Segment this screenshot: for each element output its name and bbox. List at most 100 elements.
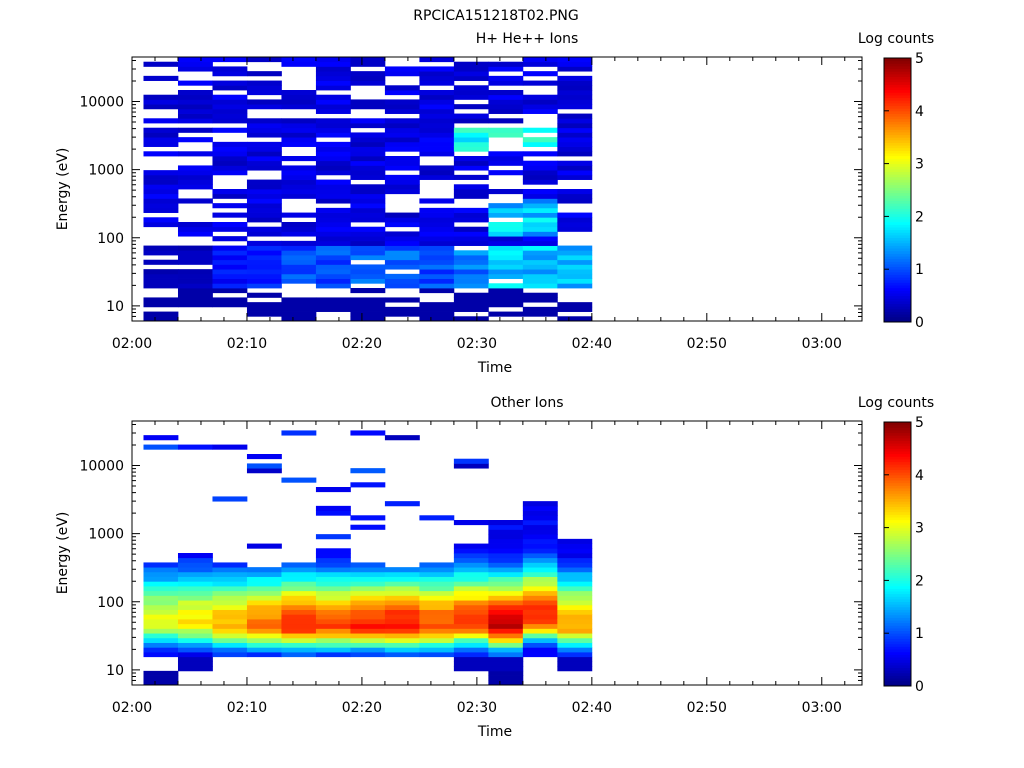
- heatmap-cell: [350, 170, 386, 176]
- colorbar-swatch: [884, 503, 911, 507]
- heatmap-cell: [212, 160, 248, 166]
- heatmap-cell: [350, 61, 386, 67]
- heatmap-cell: [350, 174, 386, 180]
- heatmap-cell: [557, 264, 593, 270]
- heatmap-cell: [143, 619, 179, 625]
- colorbar-tick-label: 4: [915, 468, 924, 484]
- heatmap-cell: [557, 595, 593, 601]
- heatmap-cell: [246, 203, 282, 209]
- heatmap-cell: [315, 156, 351, 162]
- heatmap-cell: [453, 581, 489, 587]
- heatmap-cell: [281, 477, 317, 483]
- heatmap-cell: [350, 576, 386, 582]
- heatmap-cell: [350, 316, 386, 322]
- colorbar-swatch: [884, 139, 911, 143]
- colorbar-swatch: [884, 612, 911, 616]
- heatmap-cell: [522, 548, 558, 554]
- colorbar-swatch: [884, 203, 911, 207]
- colorbar-swatch: [884, 92, 911, 96]
- heatmap-cell: [315, 302, 351, 308]
- heatmap-cell: [453, 226, 489, 232]
- heatmap-cell: [488, 619, 524, 625]
- heatmap-cell: [212, 108, 248, 114]
- colorbar-swatch: [884, 84, 911, 88]
- heatmap-cell: [488, 99, 524, 105]
- heatmap-cell: [212, 496, 248, 502]
- heatmap-cell: [557, 193, 593, 199]
- heatmap-cell: [350, 231, 386, 237]
- heatmap-cell: [212, 259, 248, 265]
- plot-frame: [131, 420, 863, 686]
- heatmap-cell: [212, 80, 248, 86]
- heatmap-cell: [384, 264, 420, 270]
- colorbar-swatch: [884, 261, 911, 265]
- colorbar-swatch: [884, 672, 911, 676]
- colorbar-swatch: [884, 530, 911, 534]
- heatmap-cell: [315, 75, 351, 81]
- heatmap-cell: [557, 80, 593, 86]
- heatmap-cell: [143, 273, 179, 279]
- heatmap-cell: [557, 132, 593, 138]
- colorbar-swatch: [884, 538, 911, 542]
- heatmap-cell: [453, 647, 489, 653]
- heatmap-cell: [212, 151, 248, 157]
- heatmap-cell: [557, 652, 593, 658]
- heatmap-cell: [177, 666, 213, 672]
- heatmap-cell: [557, 90, 593, 96]
- colorbar-swatch: [884, 506, 911, 510]
- heatmap-cell: [315, 642, 351, 648]
- heatmap-cell: [143, 562, 179, 568]
- heatmap-cell: [522, 160, 558, 166]
- heatmap-cell: [350, 430, 386, 436]
- colorbar-swatch: [884, 577, 911, 581]
- heatmap-cell: [143, 170, 179, 176]
- heatmap-cell: [453, 571, 489, 577]
- heatmap-cell: [557, 656, 593, 662]
- heatmap-cell: [143, 141, 179, 147]
- heatmap-cell: [212, 652, 248, 658]
- heatmap-cell: [522, 250, 558, 256]
- colorbar-swatch: [884, 316, 911, 320]
- heatmap-cell: [143, 250, 179, 256]
- heatmap-cell: [350, 255, 386, 261]
- heatmap-cell: [315, 647, 351, 653]
- heatmap-cell: [315, 264, 351, 270]
- heatmap-cell: [281, 567, 317, 573]
- heatmap-cell: [315, 259, 351, 265]
- heatmap-cell: [522, 193, 558, 199]
- heatmap-cell: [315, 165, 351, 171]
- colorbar-swatch: [884, 678, 911, 682]
- heatmap-cell: [557, 269, 593, 275]
- colorbar-swatch: [884, 656, 911, 661]
- colorbar-swatch: [884, 641, 911, 645]
- heatmap-cell: [177, 581, 213, 587]
- heatmap-cell: [419, 174, 455, 180]
- heatmap-cell: [143, 652, 179, 658]
- colorbar-swatch: [884, 440, 911, 444]
- heatmap-cell: [453, 255, 489, 261]
- heatmap-cell: [281, 90, 317, 96]
- heatmap-cell: [488, 590, 524, 596]
- y-axis-label: Energy (eV): [55, 512, 71, 595]
- heatmap-cell: [350, 203, 386, 209]
- heatmap-cell: [143, 151, 179, 157]
- heatmap-cell: [281, 590, 317, 596]
- heatmap-cell: [212, 288, 248, 294]
- heatmap-cell: [143, 174, 179, 180]
- heatmap-cell: [419, 231, 455, 237]
- heatmap-cell: [143, 104, 179, 110]
- heatmap-cell: [315, 132, 351, 138]
- heatmap-cell: [419, 90, 455, 96]
- heatmap-cell: [453, 104, 489, 110]
- colorbar-swatch: [884, 163, 911, 167]
- heatmap-cell: [281, 189, 317, 195]
- heatmap-cell: [453, 212, 489, 218]
- heatmap-cell: [212, 127, 248, 133]
- colorbar-swatch: [884, 245, 911, 249]
- heatmap-cell: [246, 231, 282, 237]
- heatmap-cell: [488, 311, 524, 317]
- heatmap-cell: [350, 99, 386, 105]
- heatmap-cell: [419, 108, 455, 114]
- heatmap-cell: [350, 604, 386, 610]
- colorbar-swatch: [884, 646, 911, 650]
